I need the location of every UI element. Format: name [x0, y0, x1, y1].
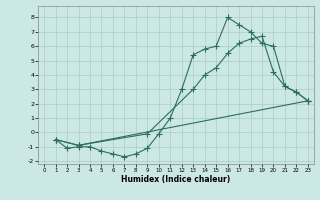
X-axis label: Humidex (Indice chaleur): Humidex (Indice chaleur) [121, 175, 231, 184]
